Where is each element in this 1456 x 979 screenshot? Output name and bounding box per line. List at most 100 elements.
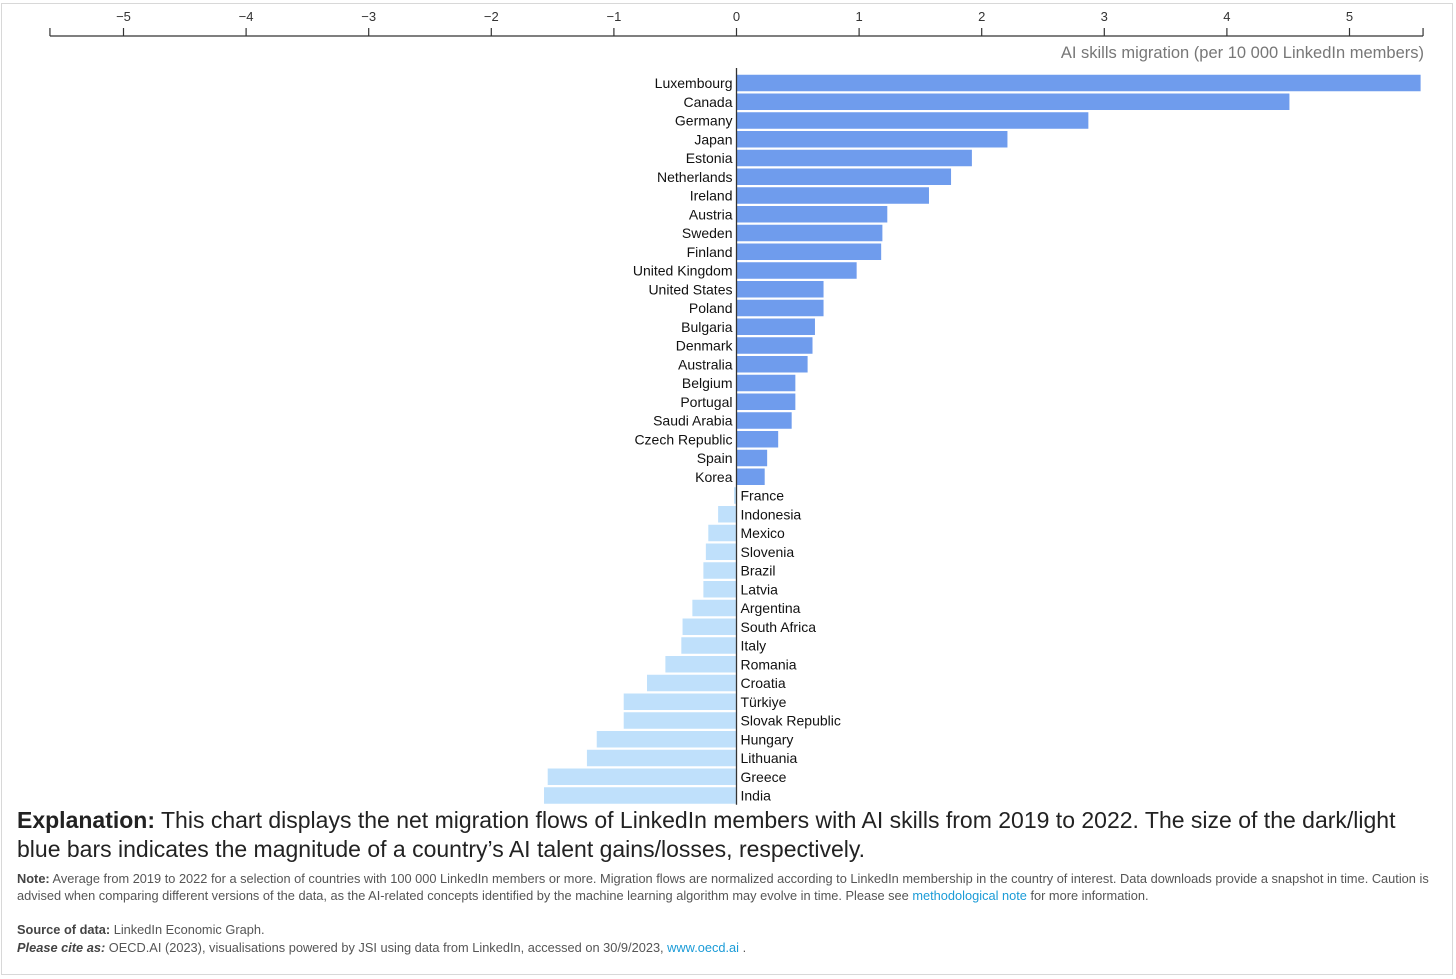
category-label: Latvia — [741, 581, 779, 597]
category-label: Portugal — [680, 394, 732, 410]
category-label: Belgium — [682, 375, 733, 391]
x-tick-label: 2 — [978, 9, 985, 24]
bar-indonesia[interactable] — [718, 506, 737, 523]
category-label: Spain — [697, 450, 733, 466]
bar-belgium[interactable] — [736, 374, 796, 392]
category-label: Ireland — [690, 188, 733, 204]
methodological-note-link[interactable]: methodological note — [912, 888, 1027, 903]
source-label: Source of data: — [17, 922, 111, 937]
x-tick-label: −3 — [361, 9, 376, 24]
bar-france[interactable] — [734, 487, 737, 504]
x-tick-label: −1 — [606, 9, 621, 24]
category-label: Japan — [694, 131, 732, 147]
note-tail: for more information. — [1026, 888, 1149, 903]
bar-germany[interactable] — [736, 112, 1089, 129]
note-text: Average from 2019 to 2022 for a selectio… — [17, 871, 1429, 903]
x-tick-label: −4 — [239, 9, 254, 24]
bar-latvia[interactable] — [703, 581, 737, 598]
bar-argentina[interactable] — [692, 599, 737, 617]
cite-text: OECD.AI (2023), visualisations powered b… — [105, 940, 668, 955]
category-label: Slovak Republic — [741, 713, 841, 729]
bar-ireland[interactable] — [736, 187, 929, 204]
category-label: Saudi Arabia — [653, 413, 733, 429]
bar-finland[interactable] — [736, 243, 882, 261]
bar-italy[interactable] — [681, 637, 737, 654]
category-label: Finland — [687, 244, 733, 260]
category-label: Estonia — [686, 150, 733, 166]
bar-korea[interactable] — [736, 468, 765, 486]
bar-netherlands[interactable] — [736, 168, 952, 186]
category-label: Denmark — [676, 338, 734, 354]
category-label: Indonesia — [741, 506, 802, 522]
x-tick-label: −2 — [484, 9, 499, 24]
note: Note: Average from 2019 to 2022 for a se… — [17, 870, 1437, 904]
cite-label: Please cite as: — [17, 940, 106, 955]
category-label: Argentina — [741, 600, 801, 616]
axis-title: AI skills migration (per 10 000 LinkedIn… — [1061, 44, 1424, 62]
bar-croatia[interactable] — [647, 674, 737, 692]
category-label: United Kingdom — [633, 263, 733, 279]
bar-luxembourg[interactable] — [736, 74, 1421, 92]
bar-slovenia[interactable] — [705, 543, 737, 561]
category-label: Czech Republic — [634, 431, 732, 447]
cite-tail: . — [739, 940, 747, 955]
bar-t-rkiye[interactable] — [623, 693, 737, 711]
category-label: Australia — [678, 356, 733, 372]
category-label: Croatia — [741, 675, 786, 691]
category-label: Luxembourg — [655, 75, 733, 91]
source: Source of data: LinkedIn Economic Graph. — [17, 921, 1437, 939]
bar-bulgaria[interactable] — [736, 318, 815, 336]
chart-frame — [1, 3, 1453, 975]
category-label: Hungary — [741, 731, 794, 747]
bar-czech-republic[interactable] — [736, 431, 779, 448]
category-label: Slovenia — [741, 544, 795, 560]
category-label: Korea — [695, 469, 733, 485]
category-label: Bulgaria — [681, 319, 733, 335]
bar-portugal[interactable] — [736, 393, 796, 411]
category-label: Romania — [741, 656, 797, 672]
bar-chart: −5 −4 −3 −2 −1 0 1 2 3 4 5 AI skills migration (pe… — [49, 9, 1424, 805]
bar-south-africa[interactable] — [682, 618, 737, 636]
bar-canada[interactable] — [736, 93, 1290, 111]
category-label: Mexico — [741, 525, 786, 541]
bar-india[interactable] — [544, 787, 737, 804]
x-tick-label: −5 — [116, 9, 131, 24]
explanation-text: This chart displays the net migration fl… — [17, 807, 1396, 862]
caption: Explanation: This chart displays the net… — [17, 806, 1437, 957]
bar-united-kingdom[interactable] — [736, 262, 857, 279]
category-label: Netherlands — [657, 169, 733, 185]
bars — [544, 74, 1421, 804]
x-tick-label: 4 — [1223, 9, 1230, 24]
category-label: Greece — [741, 769, 787, 785]
bar-denmark[interactable] — [736, 337, 813, 354]
bar-united-states[interactable] — [736, 281, 824, 298]
category-labels: Luxembourg Canada Germany Japan Estonia Nethe… — [633, 75, 841, 804]
category-label: South Africa — [741, 619, 817, 635]
bar-slovak-republic[interactable] — [623, 712, 737, 729]
bar-australia[interactable] — [736, 356, 808, 373]
x-tick-label: 3 — [1101, 9, 1108, 24]
category-label: Canada — [683, 94, 732, 110]
bar-spain[interactable] — [736, 449, 768, 467]
explanation: Explanation: This chart displays the net… — [17, 806, 1437, 864]
bar-estonia[interactable] — [736, 149, 972, 167]
bar-saudi-arabia[interactable] — [736, 412, 792, 429]
category-label: Brazil — [741, 563, 776, 579]
x-axis: −5 −4 −3 −2 −1 0 1 2 3 4 5 — [49, 9, 1424, 37]
bar-sweden[interactable] — [736, 224, 883, 242]
explanation-lead: Explanation: — [17, 807, 156, 833]
x-tick-label: 0 — [733, 9, 740, 24]
category-label: Türkiye — [741, 694, 787, 710]
bar-japan[interactable] — [736, 131, 1008, 148]
bar-brazil[interactable] — [703, 562, 737, 579]
x-tick-label: 1 — [855, 9, 862, 24]
bar-mexico[interactable] — [708, 524, 737, 542]
bar-hungary[interactable] — [596, 731, 737, 748]
bar-poland[interactable] — [736, 299, 824, 317]
bar-austria[interactable] — [736, 206, 888, 223]
bar-romania[interactable] — [665, 656, 737, 673]
bar-greece[interactable] — [547, 768, 737, 786]
category-label: Lithuania — [741, 750, 798, 766]
bar-lithuania[interactable] — [586, 749, 737, 767]
oecd-ai-link[interactable]: www.oecd.ai — [667, 940, 740, 955]
